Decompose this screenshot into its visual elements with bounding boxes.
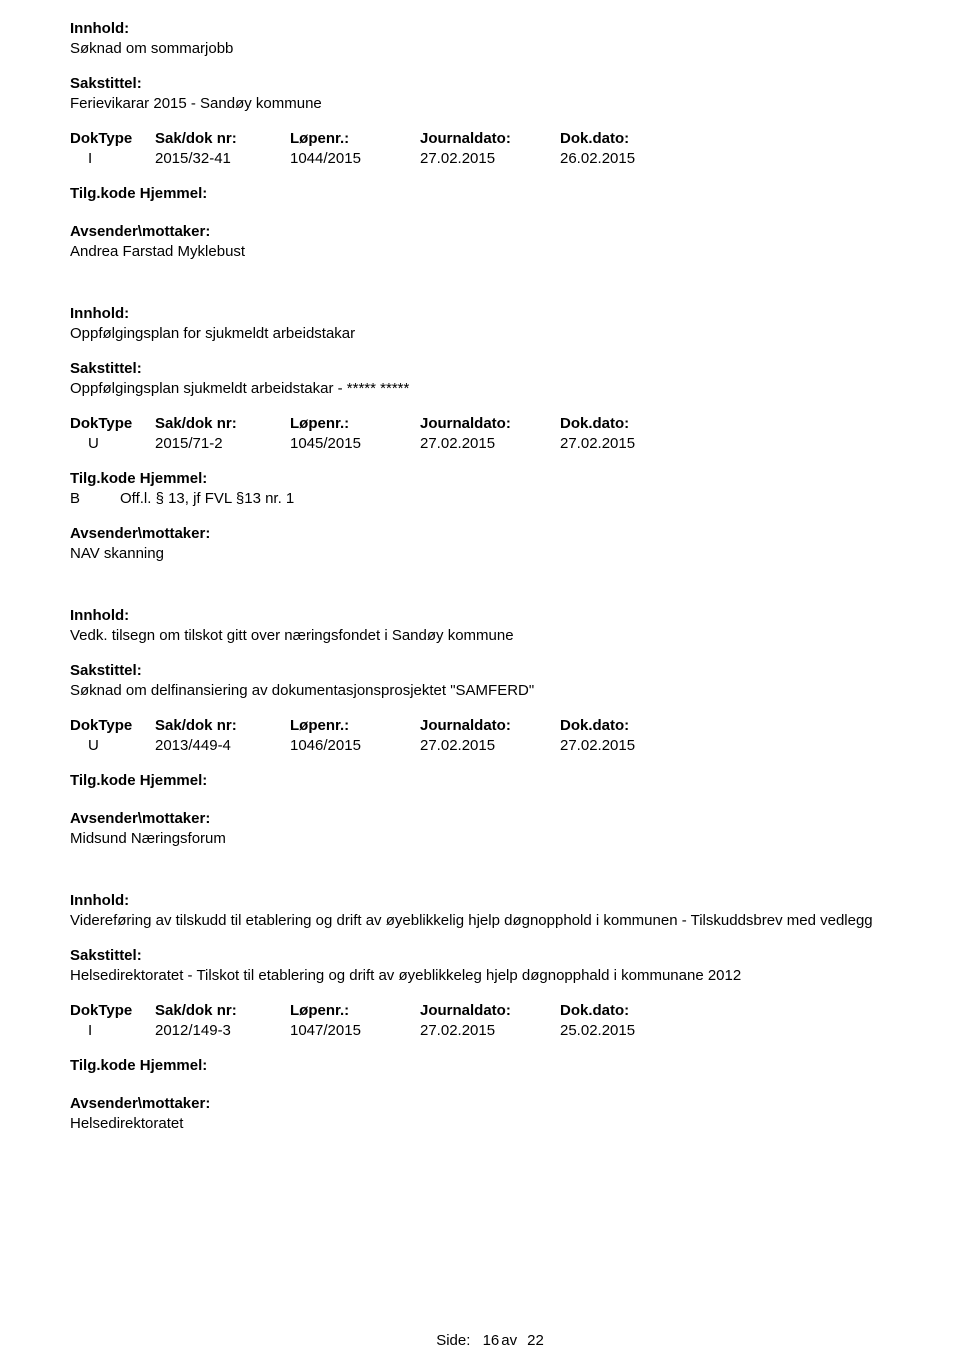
doktype-header: DokType: [70, 415, 155, 432]
journal-entry: Innhold: Videreføring av tilskudd til et…: [70, 892, 910, 1132]
sakstittel-label: Sakstittel:: [70, 360, 910, 377]
tilgkode-label: Tilg.kode: [70, 772, 136, 789]
doktype-value: I: [70, 1022, 155, 1039]
innhold-label: Innhold:: [70, 20, 910, 37]
avsender-value: Andrea Farstad Myklebust: [70, 243, 910, 260]
tilgkode-label: Tilg.kode: [70, 470, 136, 487]
innhold-label: Innhold:: [70, 892, 910, 909]
lopenr-value: 1047/2015: [290, 1022, 420, 1039]
journal-entry: Innhold: Oppfølgingsplan for sjukmeldt a…: [70, 305, 910, 562]
hjemmel-value: Off.l. § 13, jf FVL §13 nr. 1: [120, 490, 294, 507]
tilg-hjemmel-values: B Off.l. § 13, jf FVL §13 nr. 1: [70, 490, 910, 507]
tilg-hjemmel-labels: Tilg.kode Hjemmel:: [70, 470, 910, 487]
journaldato-header: Journaldato:: [420, 717, 560, 734]
journaldato-header: Journaldato:: [420, 1002, 560, 1019]
lopenr-header: Løpenr.:: [290, 130, 420, 147]
innhold-value: Søknad om sommarjobb: [70, 40, 910, 57]
sakdok-value: 2015/71-2: [155, 435, 290, 452]
doktype-header: DokType: [70, 717, 155, 734]
sakdok-value: 2015/32-41: [155, 150, 290, 167]
page-footer: Side: 16av 22: [70, 1332, 910, 1349]
doktype-value: U: [70, 435, 155, 452]
page-total: 22: [527, 1332, 544, 1349]
lopenr-header: Løpenr.:: [290, 415, 420, 432]
sakstittel-value: Søknad om delfinansiering av dokumentasj…: [70, 682, 910, 699]
tilgkode-label: Tilg.kode: [70, 185, 136, 202]
row-values: I 2012/149-3 1047/2015 27.02.2015 25.02.…: [70, 1022, 910, 1039]
innhold-label: Innhold:: [70, 305, 910, 322]
dokdato-header: Dok.dato:: [560, 415, 700, 432]
dokdato-value: 27.02.2015: [560, 435, 700, 452]
sakstittel-label: Sakstittel:: [70, 947, 910, 964]
av-label: av: [501, 1332, 517, 1349]
innhold-label: Innhold:: [70, 607, 910, 624]
lopenr-value: 1045/2015: [290, 435, 420, 452]
avsender-value: Helsedirektoratet: [70, 1115, 910, 1132]
innhold-value: Vedk. tilsegn om tilskot gitt over nærin…: [70, 627, 910, 644]
lopenr-value: 1046/2015: [290, 737, 420, 754]
tilg-hjemmel-labels: Tilg.kode Hjemmel:: [70, 1057, 910, 1074]
hjemmel-label: Hjemmel:: [140, 772, 208, 789]
avsender-value: Midsund Næringsforum: [70, 830, 910, 847]
tilg-hjemmel-labels: Tilg.kode Hjemmel:: [70, 772, 910, 789]
dokdato-header: Dok.dato:: [560, 717, 700, 734]
journaldato-value: 27.02.2015: [420, 737, 560, 754]
avsender-label: Avsender\mottaker:: [70, 223, 910, 240]
tilgcode-value: B: [70, 490, 120, 507]
journaldato-header: Journaldato:: [420, 130, 560, 147]
dokdato-header: Dok.dato:: [560, 1002, 700, 1019]
row-headers: DokType Sak/dok nr: Løpenr.: Journaldato…: [70, 415, 910, 432]
row-values: I 2015/32-41 1044/2015 27.02.2015 26.02.…: [70, 150, 910, 167]
doktype-value: U: [70, 737, 155, 754]
journaldato-value: 27.02.2015: [420, 150, 560, 167]
hjemmel-label: Hjemmel:: [140, 470, 208, 487]
dokdato-value: 25.02.2015: [560, 1022, 700, 1039]
doktype-value: I: [70, 150, 155, 167]
innhold-value: Oppfølgingsplan for sjukmeldt arbeidstak…: [70, 325, 910, 342]
sakdok-value: 2013/449-4: [155, 737, 290, 754]
lopenr-header: Løpenr.:: [290, 1002, 420, 1019]
page-current: 16: [483, 1332, 500, 1349]
sakstittel-value: Oppfølgingsplan sjukmeldt arbeidstakar -…: [70, 380, 910, 397]
avsender-value: NAV skanning: [70, 545, 910, 562]
row-headers: DokType Sak/dok nr: Løpenr.: Journaldato…: [70, 717, 910, 734]
sakstittel-label: Sakstittel:: [70, 75, 910, 92]
lopenr-header: Løpenr.:: [290, 717, 420, 734]
sakdok-header: Sak/dok nr:: [155, 130, 290, 147]
row-values: U 2013/449-4 1046/2015 27.02.2015 27.02.…: [70, 737, 910, 754]
row-headers: DokType Sak/dok nr: Løpenr.: Journaldato…: [70, 1002, 910, 1019]
journal-entry: Innhold: Vedk. tilsegn om tilskot gitt o…: [70, 607, 910, 847]
tilgkode-label: Tilg.kode: [70, 1057, 136, 1074]
sakdok-header: Sak/dok nr:: [155, 1002, 290, 1019]
dokdato-header: Dok.dato:: [560, 130, 700, 147]
hjemmel-label: Hjemmel:: [140, 185, 208, 202]
row-headers: DokType Sak/dok nr: Løpenr.: Journaldato…: [70, 130, 910, 147]
sakstittel-value: Ferievikarar 2015 - Sandøy kommune: [70, 95, 910, 112]
journaldato-value: 27.02.2015: [420, 435, 560, 452]
innhold-value: Videreføring av tilskudd til etablering …: [70, 912, 910, 929]
lopenr-value: 1044/2015: [290, 150, 420, 167]
hjemmel-label: Hjemmel:: [140, 1057, 208, 1074]
avsender-label: Avsender\mottaker:: [70, 810, 910, 827]
sakstittel-value: Helsedirektoratet - Tilskot til etableri…: [70, 967, 910, 984]
journal-entry: Innhold: Søknad om sommarjobb Sakstittel…: [70, 20, 910, 260]
sakstittel-label: Sakstittel:: [70, 662, 910, 679]
avsender-label: Avsender\mottaker:: [70, 1095, 910, 1112]
journaldato-value: 27.02.2015: [420, 1022, 560, 1039]
avsender-label: Avsender\mottaker:: [70, 525, 910, 542]
side-label: Side:: [436, 1332, 470, 1349]
doktype-header: DokType: [70, 1002, 155, 1019]
dokdato-value: 27.02.2015: [560, 737, 700, 754]
sakdok-value: 2012/149-3: [155, 1022, 290, 1039]
sakdok-header: Sak/dok nr:: [155, 717, 290, 734]
tilg-hjemmel-labels: Tilg.kode Hjemmel:: [70, 185, 910, 202]
dokdato-value: 26.02.2015: [560, 150, 700, 167]
row-values: U 2015/71-2 1045/2015 27.02.2015 27.02.2…: [70, 435, 910, 452]
sakdok-header: Sak/dok nr:: [155, 415, 290, 432]
journaldato-header: Journaldato:: [420, 415, 560, 432]
doktype-header: DokType: [70, 130, 155, 147]
